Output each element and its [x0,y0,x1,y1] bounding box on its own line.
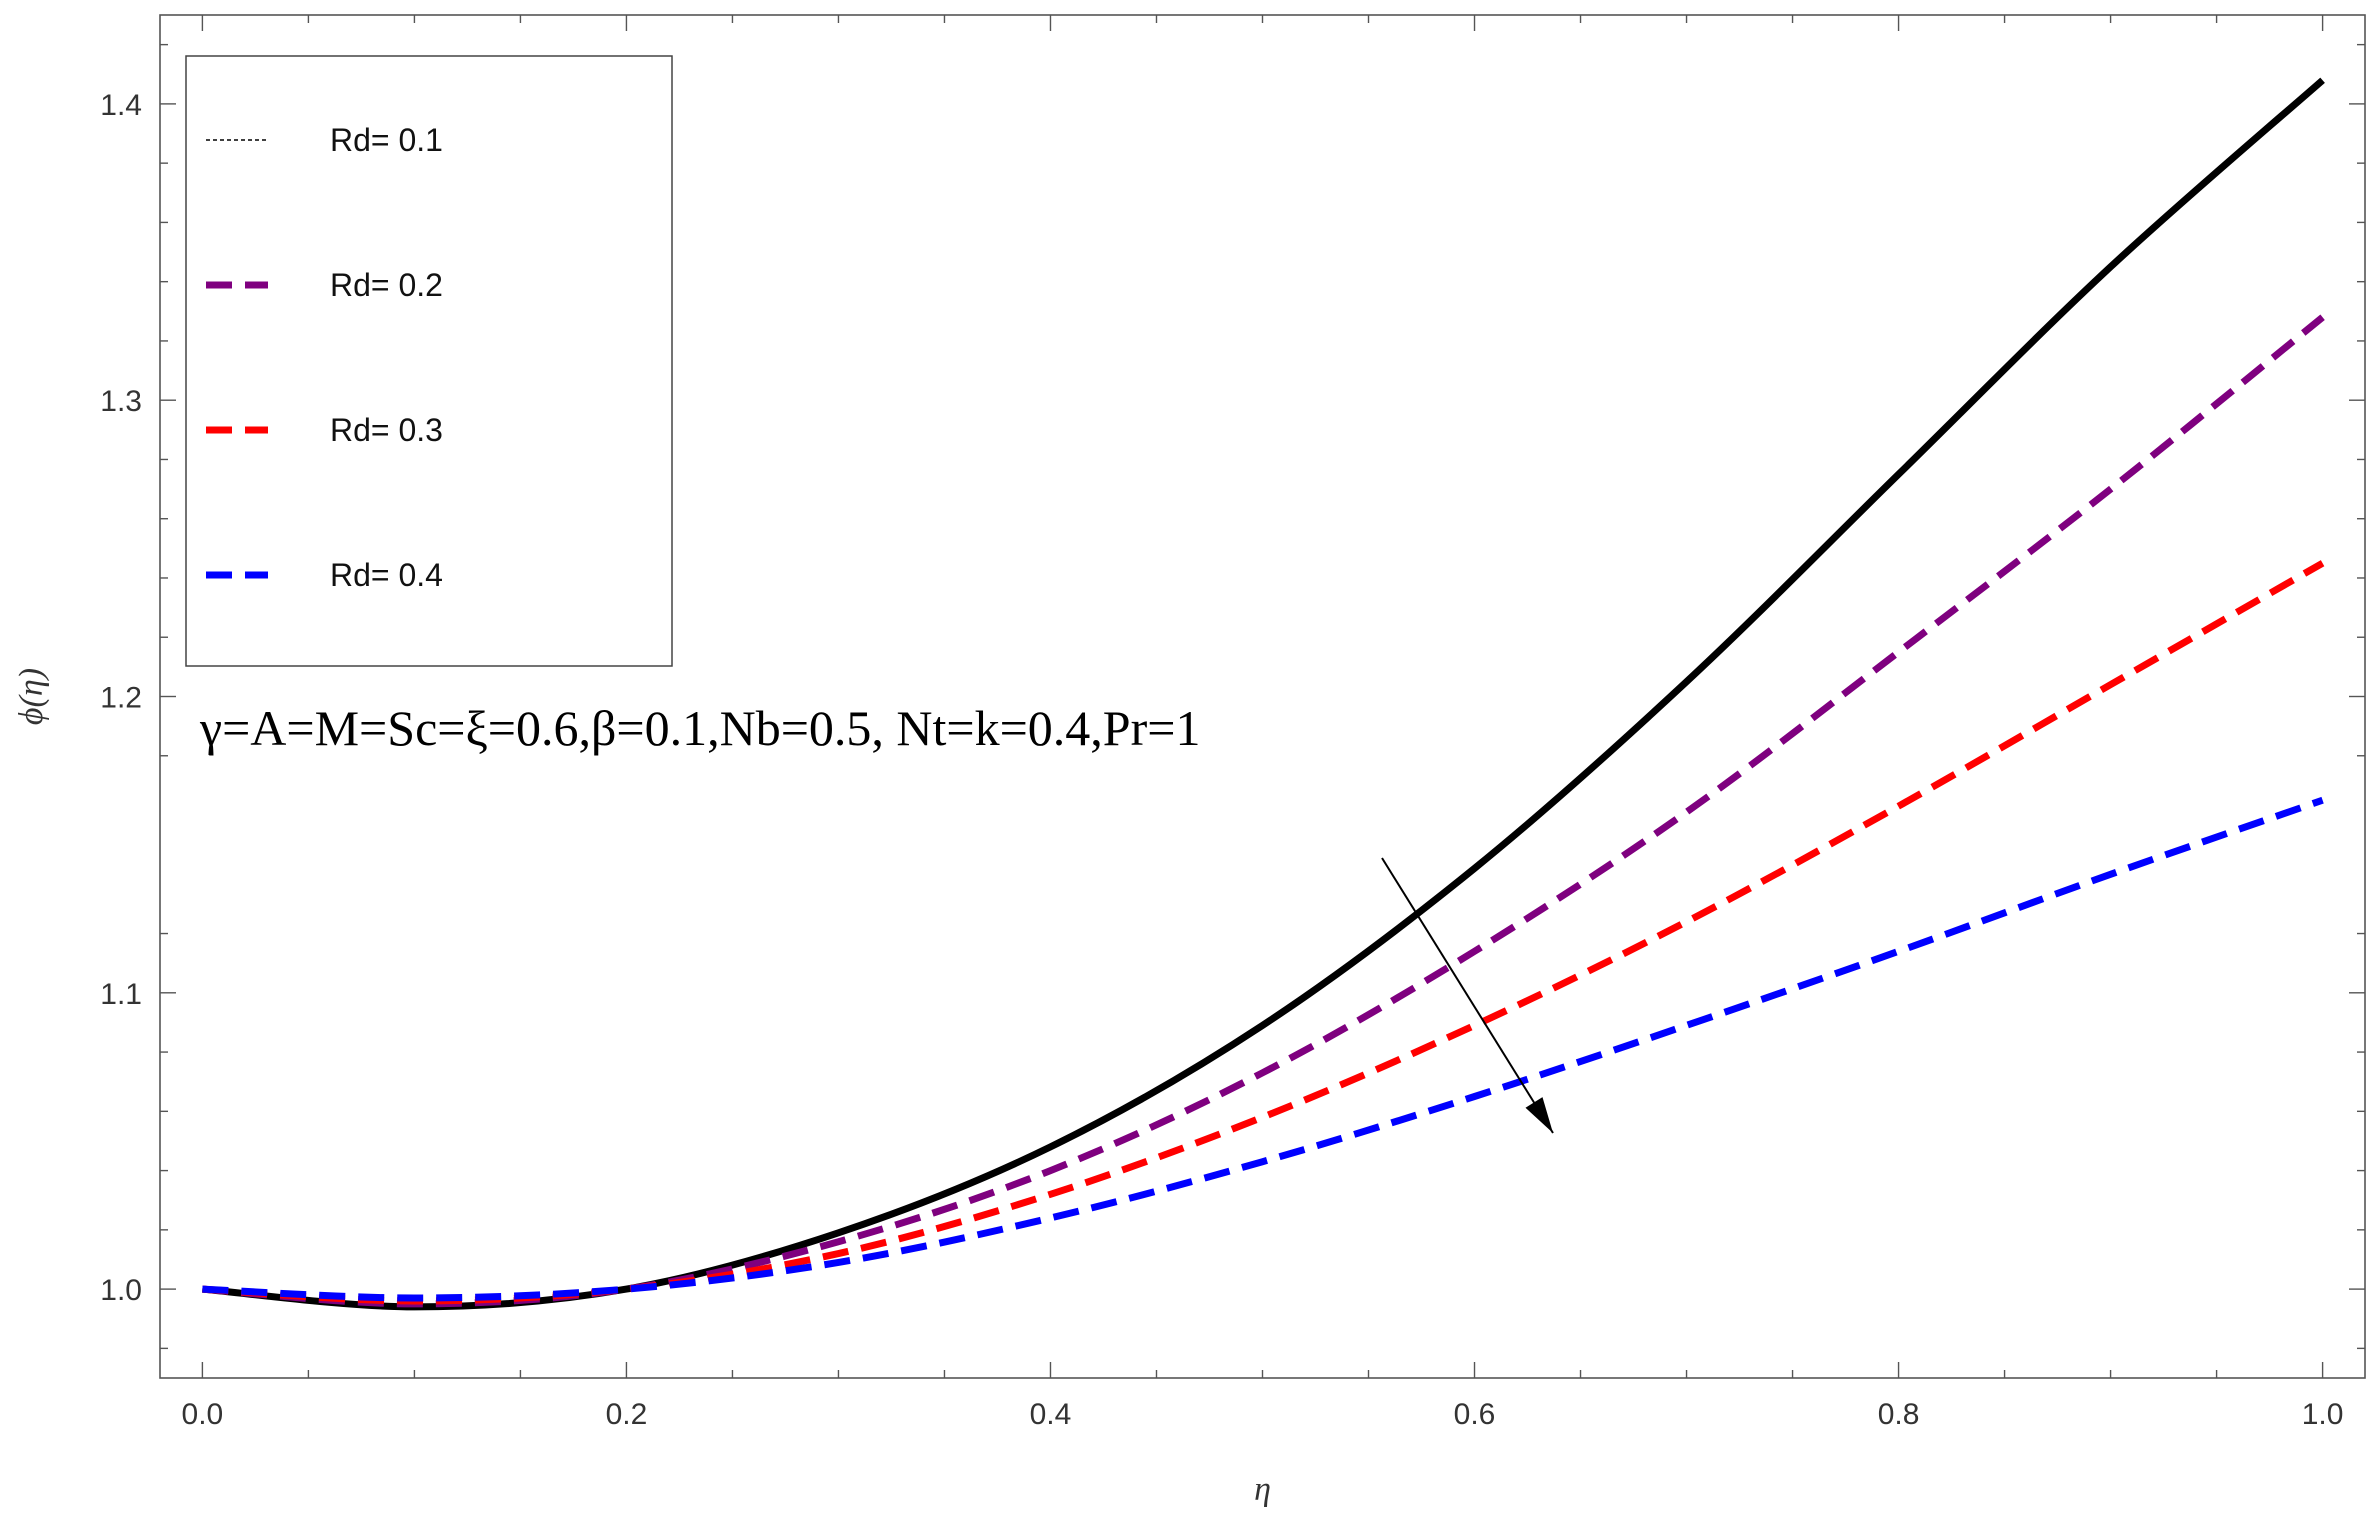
y-axis-label: ϕ(η) [13,668,50,725]
legend-label-rd-2: Rd= 0.2 [330,267,443,303]
x-tick-label: 0.2 [606,1398,648,1431]
legend-label-rd-1: Rd= 0.1 [330,122,443,158]
legend: Rd= 0.1 Rd= 0.2 Rd= 0.3 Rd= 0.4 [185,55,673,667]
trend-arrow [1381,857,1554,1134]
axis-ticks: 0.0 0.2 0.4 0.6 0.8 1.0 1.0 1.1 1.2 1.3 1.4 [100,15,2365,1431]
series-lines [202,77,2325,1311]
trend-arrow-head [1525,1097,1553,1133]
trend-arrow-shaft [1381,857,1554,1134]
y-tick-label: 1.4 [100,89,142,122]
x-tick-label: 1.0 [2302,1398,2344,1431]
legend-label-rd-4: Rd= 0.4 [330,557,443,593]
parameter-annotation: γ=A=M=Sc=ξ=0.6,β=0.1,Nb=0.5, Nt=k=0.4,Pr… [199,700,1200,756]
series-line-rd-3 [202,560,2325,1305]
series-line-rd-4 [202,796,2324,1302]
y-tick-label: 1.1 [100,978,142,1011]
x-tick-label: 0.8 [1878,1398,1920,1431]
y-tick-label: 1.0 [100,1274,142,1307]
x-tick-label: 0.6 [1454,1398,1496,1431]
legend-box [185,55,673,667]
x-tick-label: 0.0 [182,1398,224,1431]
x-tick-label: 0.4 [1030,1398,1072,1431]
y-tick-label: 1.3 [100,385,142,418]
series-line-rd-2 [202,314,2325,1308]
y-tick-label: 1.2 [100,682,142,715]
x-axis-label: η [1254,1471,1271,1508]
legend-label-rd-3: Rd= 0.3 [330,412,443,448]
